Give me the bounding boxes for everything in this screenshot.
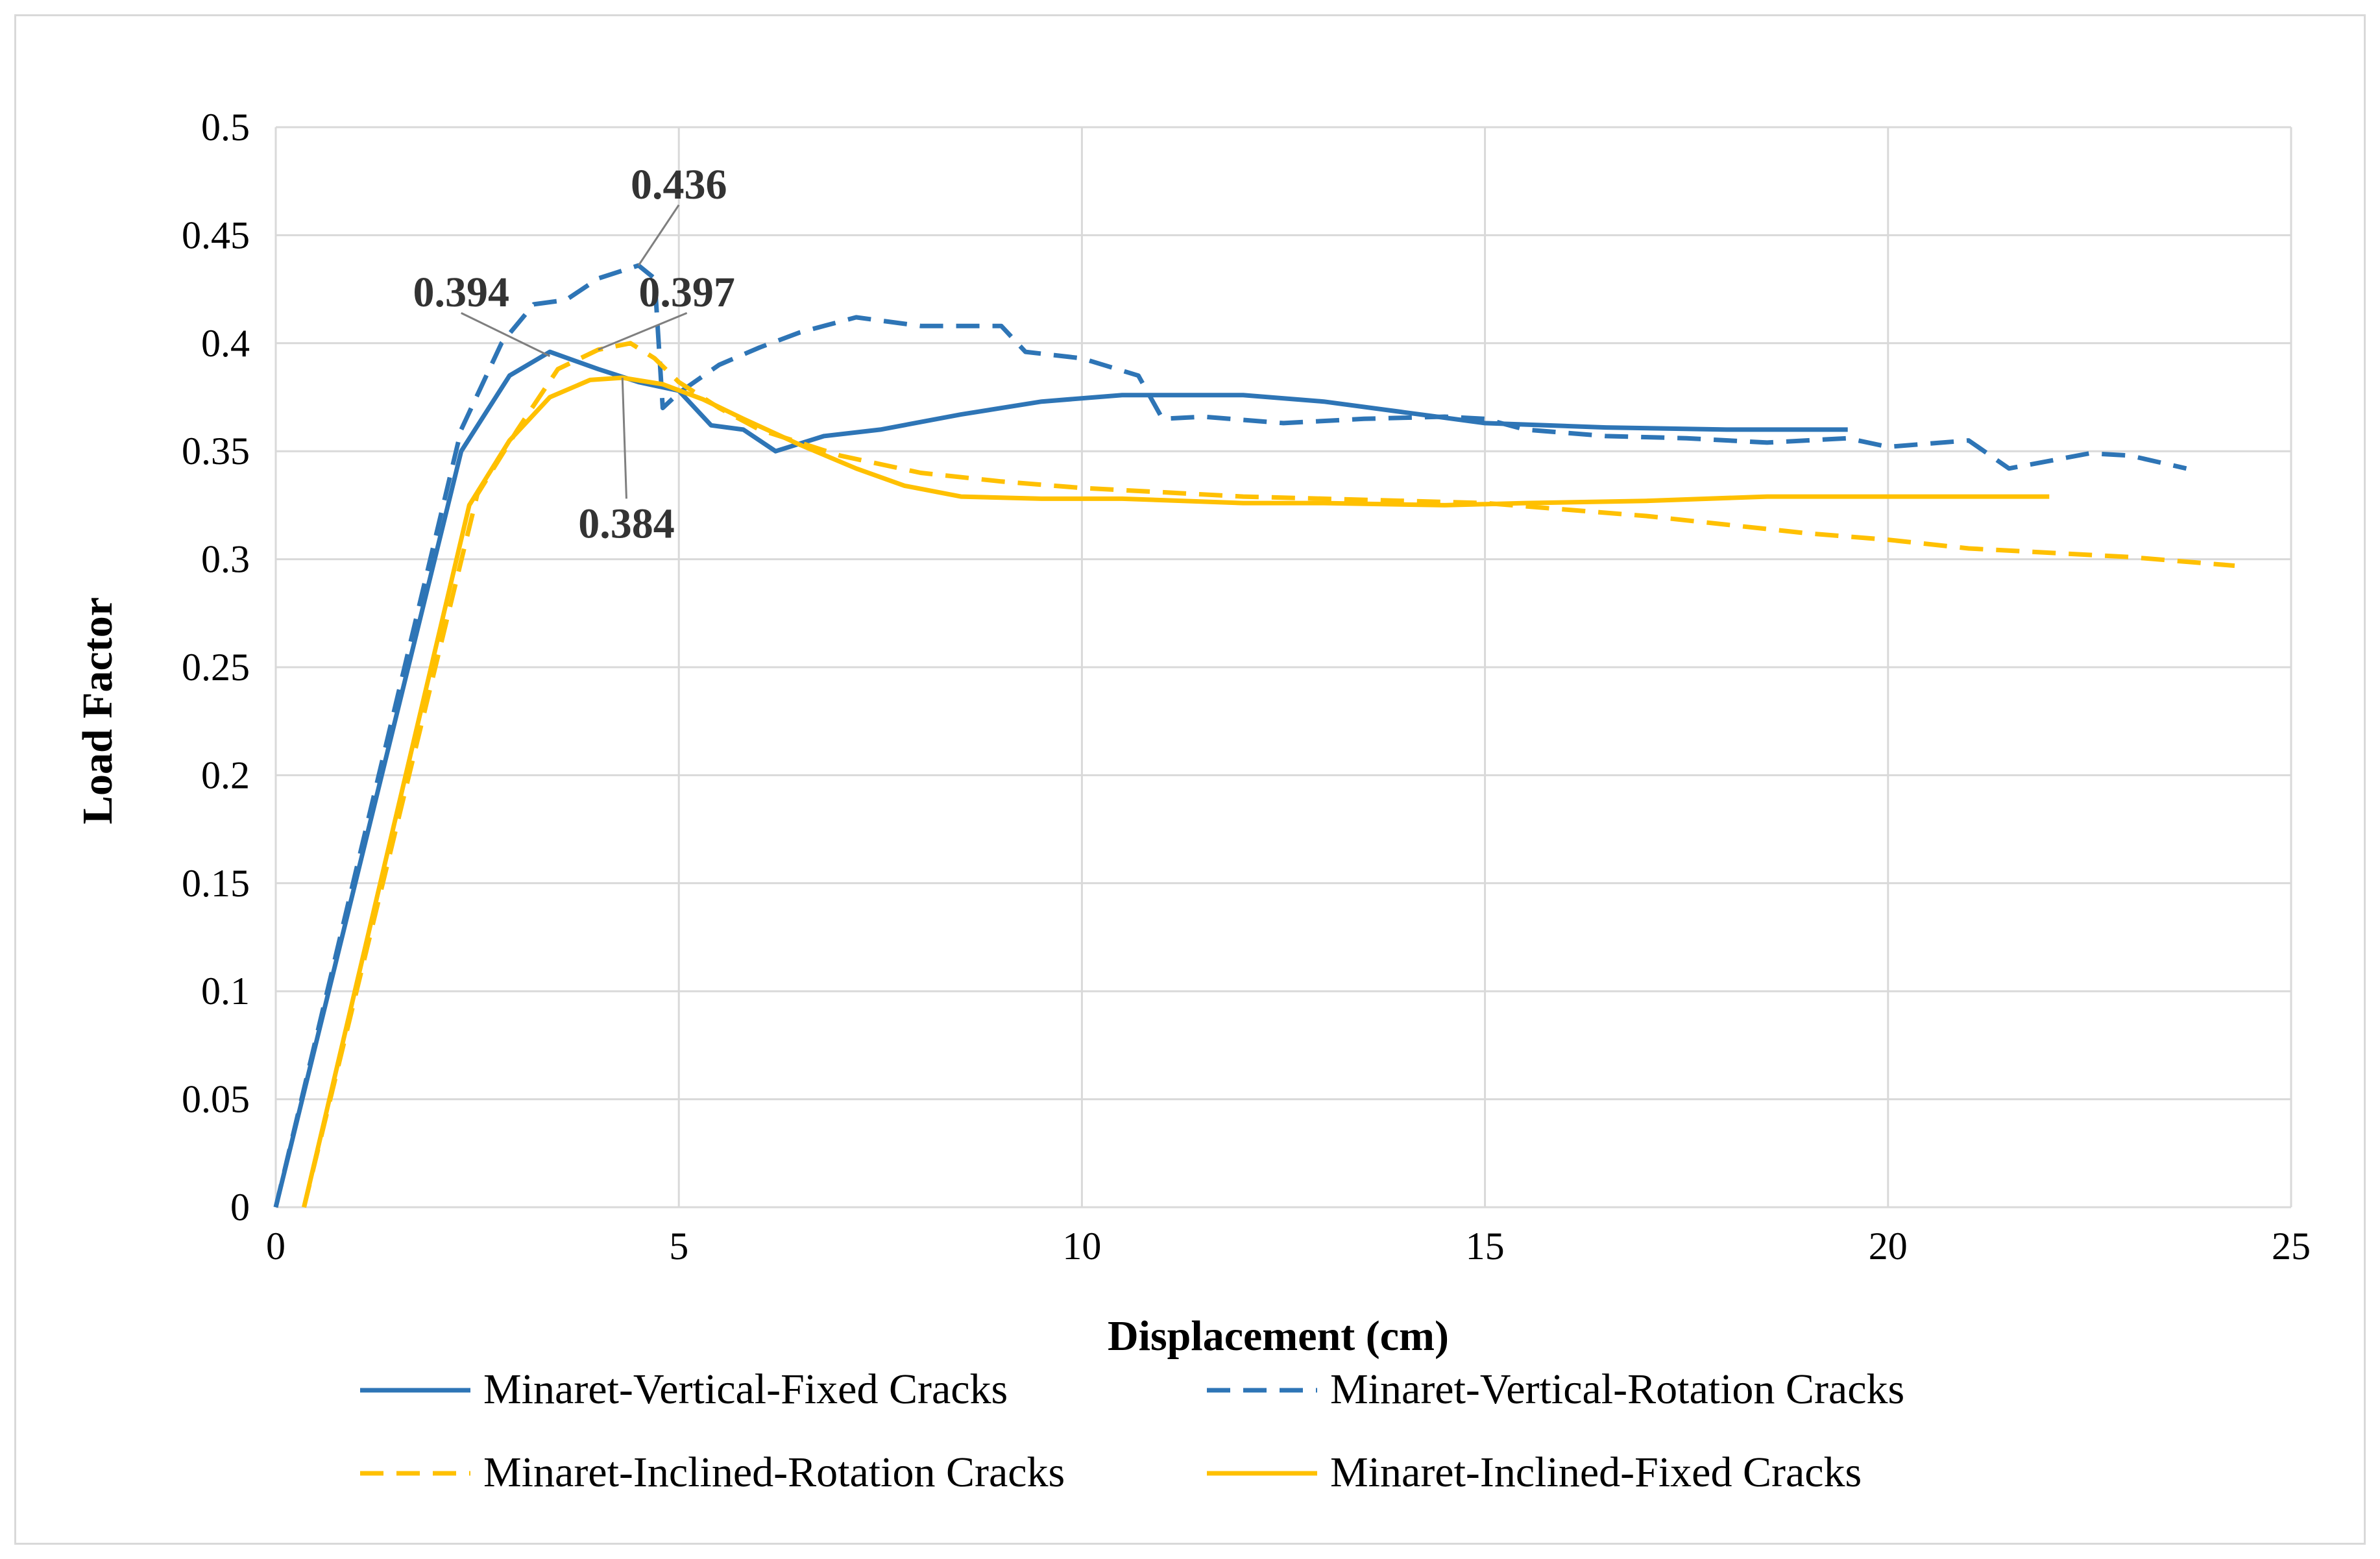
x-tick-label: 10 xyxy=(1062,1225,1101,1268)
x-axis-title: Displacement (cm) xyxy=(1108,1312,1449,1360)
annotation-leader xyxy=(637,204,680,266)
y-tick-labels: 0 0.05 0.1 0.15 0.2 0.25 0.3 0.35 0.4 0.45 0.5 xyxy=(182,106,250,1229)
x-tick-label: 25 xyxy=(2272,1225,2311,1268)
y-tick-label: 0.45 xyxy=(182,214,250,256)
y-tick-label: 0.4 xyxy=(201,322,250,365)
y-tick-label: 0.1 xyxy=(201,970,250,1013)
series-line-1 xyxy=(273,349,1848,1208)
x-tick-label: 15 xyxy=(1466,1225,1505,1268)
y-tick-label: 0.05 xyxy=(182,1078,250,1121)
series-lines xyxy=(273,263,2235,1208)
y-tick-label: 0 xyxy=(230,1186,250,1229)
legend-label: Minaret-Vertical-Rotation Cracks xyxy=(1330,1366,1904,1413)
annotations: 0.436 0.394 0.397 0.384 xyxy=(413,161,735,547)
legend: Minaret-Vertical-Fixed Cracks Minaret-Ver… xyxy=(360,1366,1904,1496)
y-tick-label: 0.35 xyxy=(182,430,250,473)
x-tick-label: 20 xyxy=(1869,1225,1908,1268)
annotation-leader xyxy=(461,312,551,358)
legend-label: Minaret-Vertical-Fixed Cracks xyxy=(483,1366,1008,1413)
x-tick-label: 5 xyxy=(669,1225,688,1268)
legend-label: Minaret-Inclined-Rotation Cracks xyxy=(483,1449,1065,1496)
series-line-4 xyxy=(302,375,2050,1208)
x-tick-labels: 0 5 10 15 20 25 xyxy=(266,1225,2311,1268)
y-tick-label: 0.5 xyxy=(201,106,250,149)
y-axis-title: Load Factor xyxy=(74,597,121,824)
annotation-label: 0.384 xyxy=(578,500,675,547)
y-tick-label: 0.25 xyxy=(182,646,250,689)
annotation-label: 0.397 xyxy=(638,269,735,316)
annotation-leader xyxy=(598,312,688,351)
series-line-2 xyxy=(273,263,2187,1208)
x-tick-label: 0 xyxy=(266,1225,285,1268)
annotation-label: 0.436 xyxy=(631,161,727,208)
y-tick-label: 0.15 xyxy=(182,862,250,905)
annotation-leader xyxy=(621,377,627,499)
legend-label: Minaret-Inclined-Fixed Cracks xyxy=(1330,1449,1862,1496)
y-tick-label: 0.3 xyxy=(201,538,250,581)
y-tick-label: 0.2 xyxy=(201,754,250,796)
annotation-label: 0.394 xyxy=(413,269,510,316)
